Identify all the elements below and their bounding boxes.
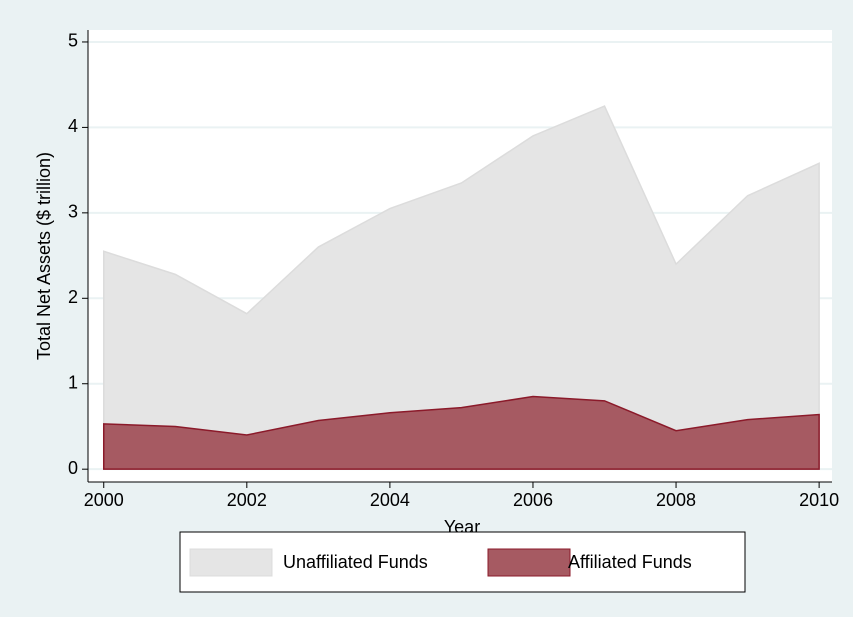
y-tick-label: 3 [68, 202, 78, 222]
legend-label: Affiliated Funds [568, 552, 692, 572]
x-tick-label: 2002 [227, 490, 267, 510]
legend-swatch [487, 548, 571, 577]
legend-swatch [189, 548, 273, 577]
y-tick-label: 0 [68, 458, 78, 478]
y-tick-label: 2 [68, 287, 78, 307]
y-tick-label: 5 [68, 31, 78, 51]
y-tick-label: 4 [68, 116, 78, 136]
y-axis-title: Total Net Assets ($ trillion) [34, 152, 54, 360]
x-tick-label: 2004 [370, 490, 410, 510]
area [102, 105, 820, 470]
legend-box [179, 531, 746, 593]
x-tick-label: 2008 [656, 490, 696, 510]
legend-label: Unaffiliated Funds [283, 552, 428, 572]
x-tick-label: 2006 [513, 490, 553, 510]
y-tick-label: 1 [68, 372, 78, 392]
area [102, 395, 820, 470]
x-tick-label: 2000 [84, 490, 124, 510]
x-tick-label: 2010 [799, 490, 839, 510]
